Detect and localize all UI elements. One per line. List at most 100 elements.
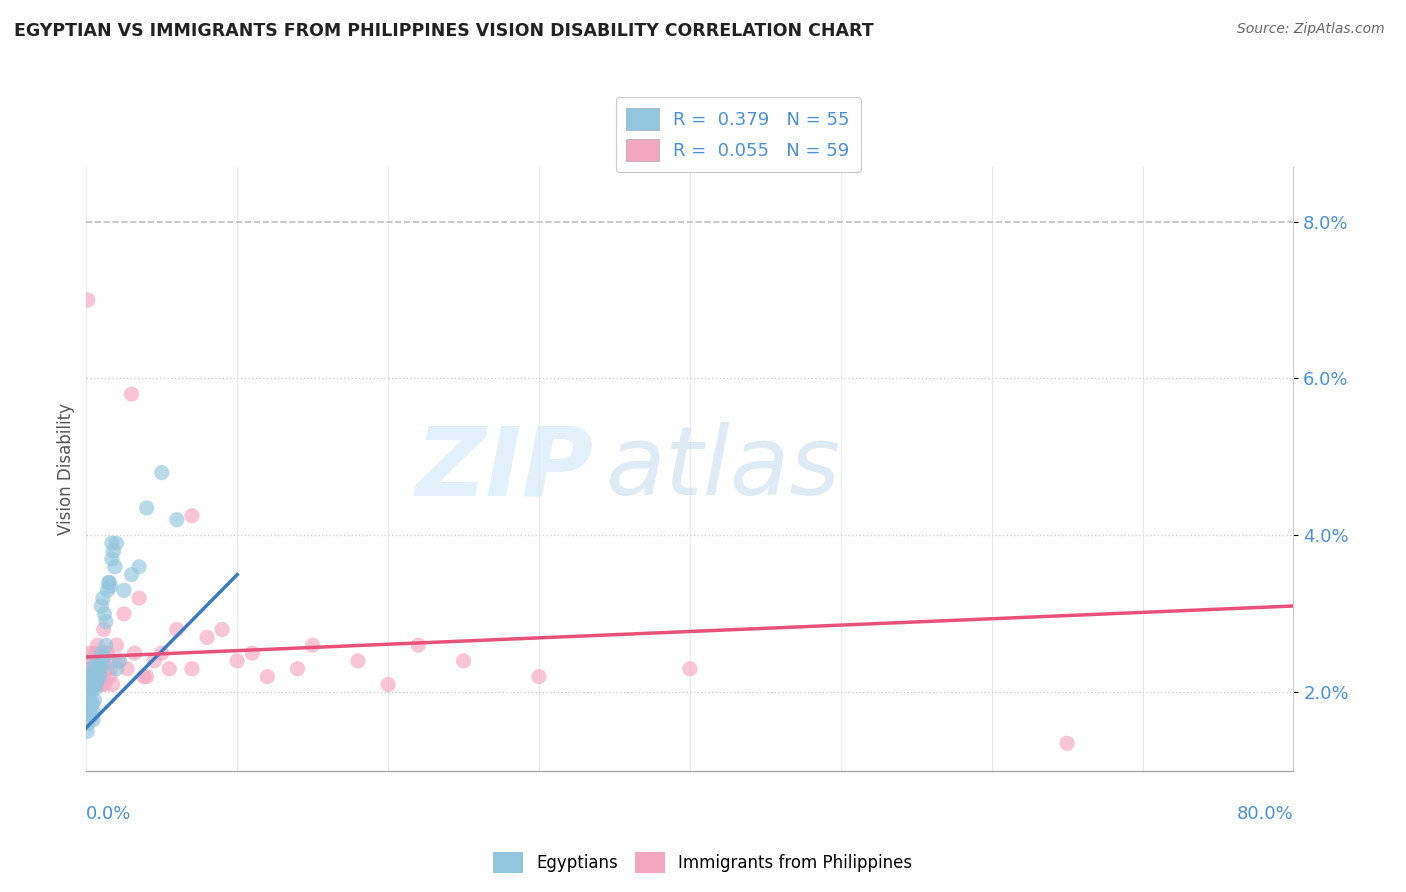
Point bbox=[100, 662, 122, 676]
Point bbox=[377, 677, 399, 691]
Point bbox=[91, 670, 114, 684]
Point bbox=[150, 466, 173, 480]
Point bbox=[83, 646, 105, 660]
Point bbox=[101, 677, 124, 691]
Point bbox=[135, 500, 157, 515]
Point bbox=[90, 646, 112, 660]
Point bbox=[93, 650, 115, 665]
Point bbox=[83, 705, 105, 719]
Point bbox=[112, 607, 135, 621]
Point bbox=[143, 654, 166, 668]
Point bbox=[80, 685, 103, 699]
Point bbox=[211, 623, 233, 637]
Point bbox=[96, 583, 118, 598]
Point bbox=[406, 638, 429, 652]
Point bbox=[132, 670, 155, 684]
Point bbox=[79, 701, 101, 715]
Point bbox=[86, 662, 108, 676]
Text: Source: ZipAtlas.com: Source: ZipAtlas.com bbox=[1237, 22, 1385, 37]
Point bbox=[347, 654, 370, 668]
Point bbox=[87, 665, 110, 680]
Point bbox=[240, 646, 263, 660]
Point bbox=[86, 638, 108, 652]
Point bbox=[79, 685, 101, 699]
Point bbox=[83, 693, 105, 707]
Point bbox=[90, 654, 112, 668]
Point bbox=[84, 665, 107, 680]
Point bbox=[87, 662, 110, 676]
Point bbox=[84, 677, 107, 691]
Point bbox=[83, 677, 105, 691]
Point bbox=[76, 724, 98, 739]
Point bbox=[89, 657, 111, 672]
Point bbox=[84, 670, 107, 684]
Point bbox=[77, 705, 100, 719]
Point bbox=[108, 654, 131, 668]
Point bbox=[226, 654, 249, 668]
Point bbox=[301, 638, 323, 652]
Point bbox=[91, 657, 114, 672]
Point bbox=[121, 567, 143, 582]
Point bbox=[84, 681, 107, 696]
Text: ZIP: ZIP bbox=[415, 422, 593, 516]
Point bbox=[128, 559, 150, 574]
Point bbox=[527, 670, 550, 684]
Point bbox=[79, 646, 101, 660]
Point bbox=[157, 662, 180, 676]
Point bbox=[112, 583, 135, 598]
Point bbox=[115, 662, 138, 676]
Point bbox=[91, 677, 114, 691]
Point bbox=[86, 673, 108, 688]
Point bbox=[94, 638, 117, 652]
Point bbox=[195, 631, 218, 645]
Point bbox=[128, 591, 150, 606]
Point bbox=[181, 508, 204, 523]
Point bbox=[453, 654, 475, 668]
Point bbox=[101, 552, 124, 566]
Point bbox=[135, 670, 157, 684]
Point bbox=[287, 662, 309, 676]
Point bbox=[80, 681, 103, 696]
Point bbox=[103, 654, 125, 668]
Legend: Egyptians, Immigrants from Philippines: Egyptians, Immigrants from Philippines bbox=[486, 846, 920, 880]
Point bbox=[90, 599, 112, 613]
Point bbox=[679, 662, 702, 676]
Point bbox=[97, 575, 120, 590]
Point bbox=[79, 662, 101, 676]
Point bbox=[96, 662, 118, 676]
Point bbox=[256, 670, 278, 684]
Point bbox=[76, 716, 98, 731]
Point bbox=[100, 579, 122, 593]
Point bbox=[96, 646, 118, 660]
Point bbox=[90, 662, 112, 676]
Point bbox=[83, 654, 105, 668]
Point bbox=[76, 293, 98, 307]
Point bbox=[77, 677, 100, 691]
Point bbox=[181, 662, 204, 676]
Point bbox=[101, 536, 124, 550]
Point bbox=[87, 662, 110, 676]
Point bbox=[104, 559, 127, 574]
Point bbox=[87, 677, 110, 691]
Point bbox=[84, 670, 107, 684]
Point bbox=[93, 677, 115, 691]
Point bbox=[76, 670, 98, 684]
Point bbox=[82, 713, 104, 727]
Point bbox=[89, 670, 111, 684]
Point bbox=[82, 662, 104, 676]
Point bbox=[80, 662, 103, 676]
Point bbox=[91, 591, 114, 606]
Point bbox=[103, 544, 125, 558]
Point bbox=[98, 670, 121, 684]
Legend: R =  0.379   N = 55, R =  0.055   N = 59: R = 0.379 N = 55, R = 0.055 N = 59 bbox=[616, 97, 860, 172]
Point bbox=[121, 387, 143, 401]
Point bbox=[166, 623, 188, 637]
Point bbox=[77, 670, 100, 684]
Point bbox=[82, 697, 104, 711]
Point bbox=[87, 662, 110, 676]
Text: EGYPTIAN VS IMMIGRANTS FROM PHILIPPINES VISION DISABILITY CORRELATION CHART: EGYPTIAN VS IMMIGRANTS FROM PHILIPPINES … bbox=[14, 22, 873, 40]
Point bbox=[124, 646, 146, 660]
Point bbox=[105, 638, 128, 652]
Point bbox=[93, 623, 115, 637]
Point bbox=[150, 646, 173, 660]
